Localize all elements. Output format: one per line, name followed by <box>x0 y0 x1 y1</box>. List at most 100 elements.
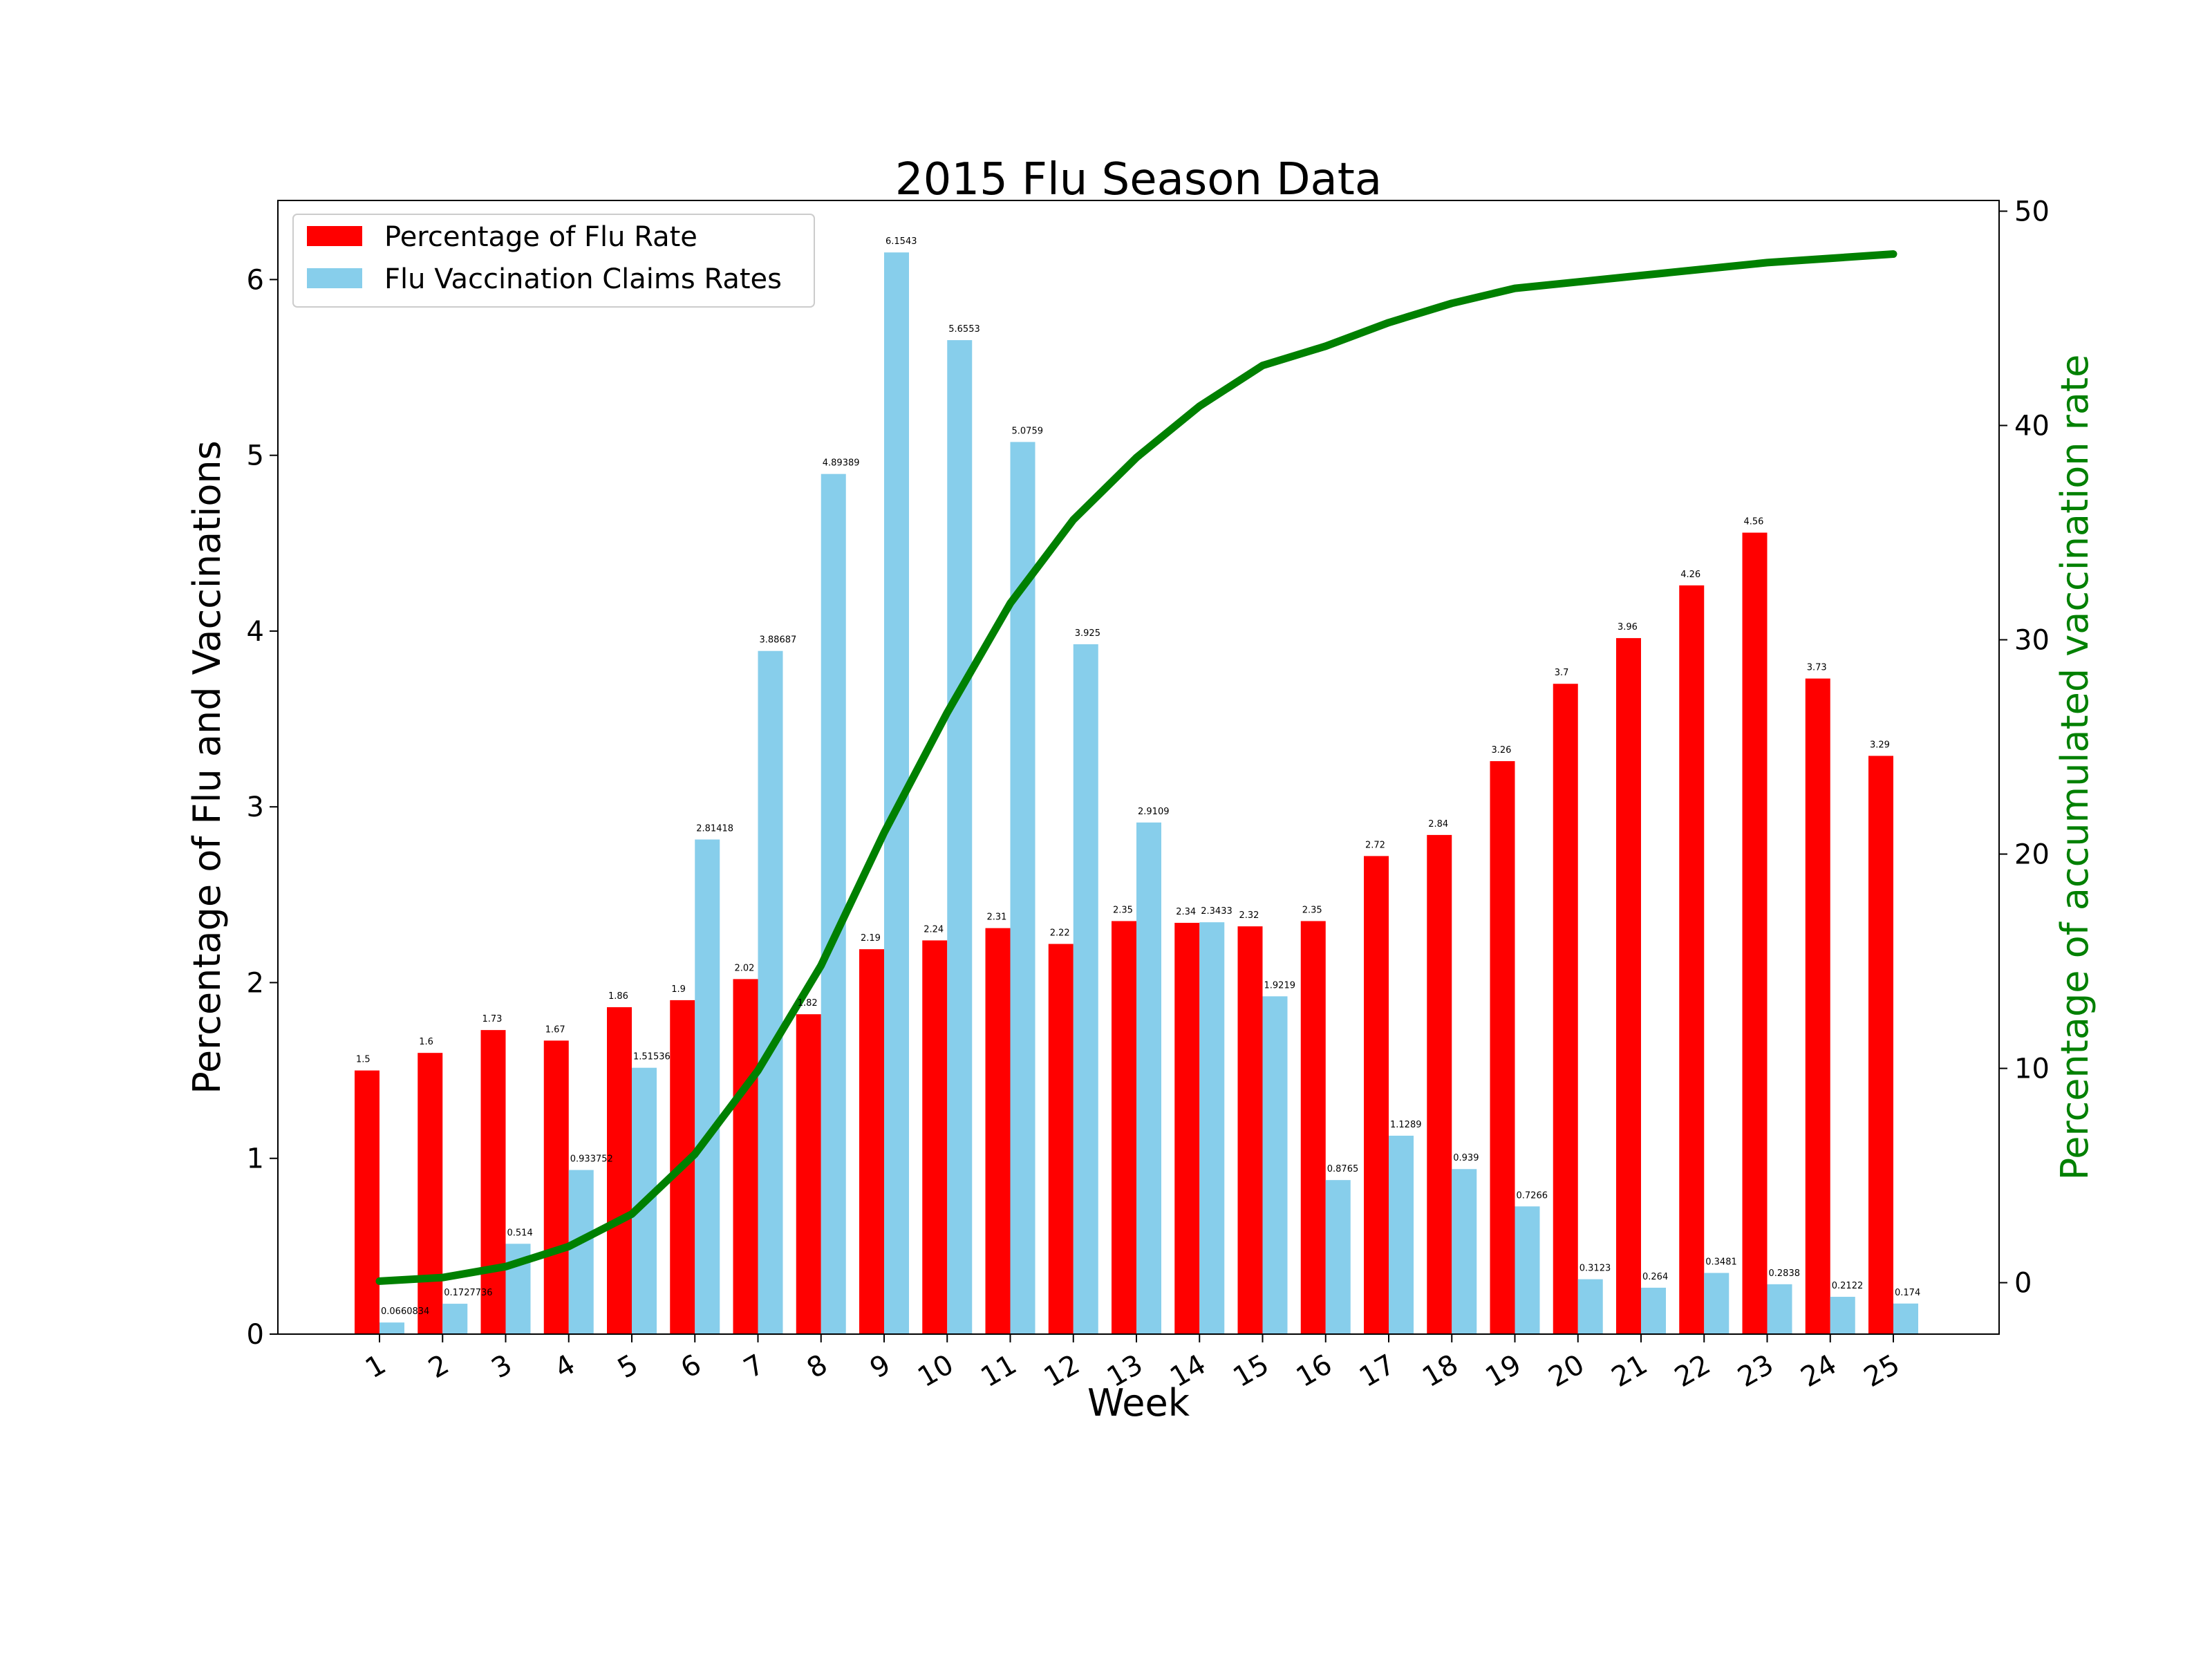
bar-vaccination-claims-week-16 <box>1325 1180 1351 1334</box>
bar-flu-rate-week-9 <box>859 949 884 1334</box>
x-tick-label: 21 <box>1606 1349 1653 1394</box>
bar-flu-rate-week-12 <box>1048 944 1074 1334</box>
bars-layer <box>355 252 1918 1335</box>
x-tick-label: 11 <box>975 1349 1022 1394</box>
y-axis-label: Percentage of Flu and Vaccinations <box>185 440 229 1094</box>
data-label-vaccination-claims: 4.89389 <box>823 458 860 469</box>
bar-vaccination-claims-week-23 <box>1767 1284 1792 1334</box>
x-tick-label: 23 <box>1732 1349 1779 1394</box>
bar-flu-rate-week-5 <box>607 1007 632 1334</box>
data-label-flu-rate: 3.96 <box>1618 622 1638 632</box>
plot-frame <box>277 200 2000 1335</box>
data-label-flu-rate: 1.5 <box>356 1055 371 1065</box>
y2-tick-label: 50 <box>2014 196 2050 228</box>
bar-flu-rate-week-19 <box>1490 761 1515 1334</box>
bar-vaccination-claims-week-17 <box>1389 1135 1414 1334</box>
bar-flu-rate-week-4 <box>543 1040 569 1334</box>
data-label-vaccination-claims: 0.939 <box>1453 1153 1479 1163</box>
y-tick-label: 5 <box>247 440 264 472</box>
data-label-flu-rate: 2.34 <box>1176 907 1196 917</box>
bar-flu-rate-week-8 <box>796 1014 821 1334</box>
bar-flu-rate-week-14 <box>1174 923 1200 1334</box>
data-label-flu-rate: 2.24 <box>924 924 944 935</box>
bar-vaccination-claims-week-13 <box>1136 822 1161 1334</box>
data-label-flu-rate: 3.7 <box>1555 668 1569 678</box>
data-label-vaccination-claims: 0.174 <box>1895 1288 1920 1298</box>
bar-flu-rate-week-10 <box>922 940 948 1334</box>
data-label-flu-rate: 4.56 <box>1744 517 1764 527</box>
x-tick-label: 22 <box>1669 1349 1716 1394</box>
bar-vaccination-claims-week-22 <box>1704 1273 1730 1334</box>
data-label-flu-rate: 2.35 <box>1302 905 1322 915</box>
legend-swatch-flu-rate <box>307 226 362 246</box>
data-label-flu-rate: 1.9 <box>671 984 686 995</box>
x-tick-label: 5 <box>612 1349 644 1385</box>
bar-vaccination-claims-week-20 <box>1577 1279 1603 1334</box>
y2-tick-label: 10 <box>2014 1053 2050 1085</box>
data-label-vaccination-claims: 2.81418 <box>696 823 733 834</box>
bar-flu-rate-week-25 <box>1868 756 1893 1334</box>
bar-vaccination-claims-week-1 <box>379 1322 404 1334</box>
data-label-flu-rate: 4.26 <box>1680 570 1700 580</box>
data-label-flu-rate: 2.72 <box>1365 840 1385 850</box>
bar-vaccination-claims-week-15 <box>1262 996 1288 1334</box>
data-label-vaccination-claims: 0.3123 <box>1580 1264 1611 1274</box>
bar-flu-rate-week-3 <box>480 1030 506 1334</box>
data-label-vaccination-claims: 1.1289 <box>1390 1120 1422 1130</box>
data-label-vaccination-claims: 0.933752 <box>570 1154 613 1165</box>
x-tick-label: 9 <box>865 1349 896 1385</box>
data-label-flu-rate: 3.26 <box>1492 745 1512 756</box>
data-labels-layer: 1.5 0.0660834 1.6 0.1727736 1.73 0.514 1.67 0.9… <box>356 236 1920 1317</box>
data-label-flu-rate: 1.82 <box>798 998 818 1009</box>
bar-flu-rate-week-15 <box>1237 926 1263 1334</box>
bar-flu-rate-week-24 <box>1805 678 1830 1334</box>
y-tick-label: 0 <box>247 1319 264 1351</box>
bar-vaccination-claims-week-8 <box>821 474 846 1334</box>
bar-vaccination-claims-week-24 <box>1830 1297 1855 1334</box>
chart-title: 2015 Flu Season Data <box>895 154 1382 205</box>
bar-flu-rate-week-22 <box>1679 585 1705 1335</box>
data-label-vaccination-claims: 1.9219 <box>1264 980 1296 991</box>
data-label-vaccination-claims: 0.264 <box>1642 1272 1668 1282</box>
legend-label-flu-rate: Percentage of Flu Rate <box>384 221 697 253</box>
x-tick-label: 7 <box>738 1349 769 1385</box>
data-label-vaccination-claims: 0.3481 <box>1705 1257 1737 1267</box>
bar-flu-rate-week-13 <box>1112 921 1136 1334</box>
data-label-vaccination-claims: 0.8765 <box>1327 1164 1359 1174</box>
x-tick-label: 8 <box>802 1349 833 1385</box>
x-tick-label: 17 <box>1354 1349 1400 1394</box>
x-tick-label: 16 <box>1291 1349 1338 1394</box>
bar-flu-rate-week-23 <box>1742 532 1768 1335</box>
data-label-vaccination-claims: 0.2122 <box>1832 1281 1864 1291</box>
line-layer <box>375 250 1897 1285</box>
bar-vaccination-claims-week-4 <box>568 1170 594 1334</box>
data-label-flu-rate: 2.84 <box>1428 819 1448 830</box>
bar-flu-rate-week-21 <box>1616 638 1641 1334</box>
x-tick-label: 15 <box>1228 1349 1274 1394</box>
y-axis-right: 0 10 20 30 40 50 <box>1999 196 2050 1300</box>
data-label-vaccination-claims: 0.2838 <box>1769 1268 1801 1279</box>
x-tick-label: 25 <box>1859 1349 1905 1394</box>
data-label-flu-rate: 1.6 <box>419 1037 433 1047</box>
bar-flu-rate-week-11 <box>985 928 1011 1334</box>
x-tick-label: 12 <box>1039 1349 1085 1394</box>
legend-box <box>292 214 815 308</box>
data-label-flu-rate: 1.86 <box>608 991 628 1002</box>
data-label-vaccination-claims: 2.9109 <box>1138 807 1170 817</box>
bar-flu-rate-week-2 <box>418 1053 443 1334</box>
data-label-vaccination-claims: 0.7266 <box>1517 1190 1548 1201</box>
data-label-vaccination-claims: 5.6553 <box>948 324 980 335</box>
legend-label-vaccination-claims: Flu Vaccination Claims Rates <box>384 263 782 295</box>
data-label-flu-rate: 2.19 <box>861 933 881 944</box>
x-tick-label: 20 <box>1544 1349 1590 1394</box>
y2-tick-label: 40 <box>2014 411 2050 442</box>
line-accumulated-vaccination <box>375 250 1897 1285</box>
data-label-flu-rate: 1.73 <box>482 1014 503 1024</box>
bar-vaccination-claims-week-2 <box>442 1304 468 1334</box>
y-axis-left: 0 1 2 3 4 5 6 <box>247 264 278 1351</box>
data-label-flu-rate: 2.22 <box>1050 928 1070 939</box>
data-label-vaccination-claims: 6.1543 <box>885 236 917 247</box>
y2-tick-label: 20 <box>2014 839 2050 871</box>
data-label-vaccination-claims: 3.88687 <box>760 635 797 646</box>
